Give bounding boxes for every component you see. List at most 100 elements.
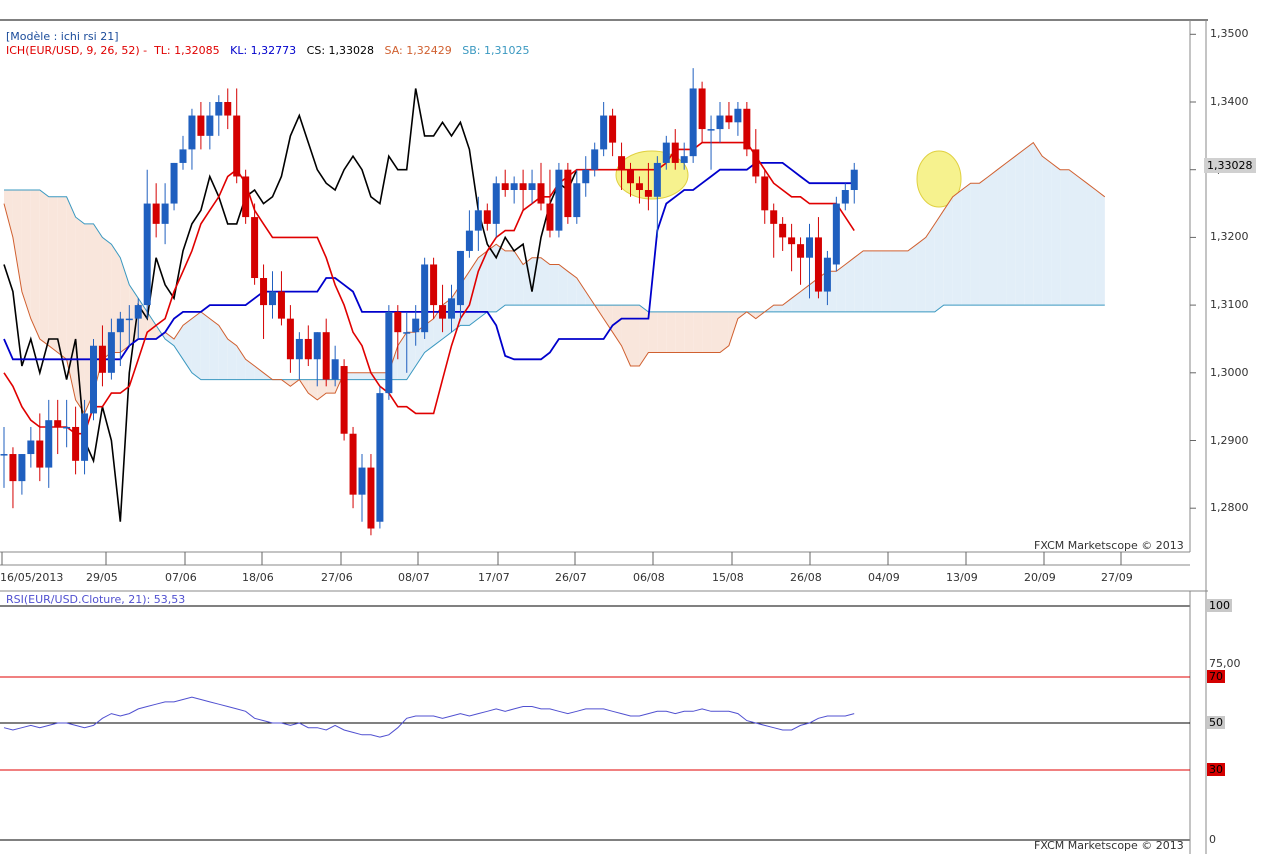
candle-body bbox=[0, 454, 8, 456]
cloud-segment bbox=[693, 311, 703, 353]
candle-body bbox=[797, 244, 805, 258]
cloud-segment bbox=[218, 325, 228, 380]
rsi-y-tick-label: 70 bbox=[1207, 670, 1225, 683]
cloud-segment bbox=[943, 196, 953, 306]
candle-body bbox=[304, 338, 312, 360]
ichimoku-cloud bbox=[4, 142, 1105, 414]
rsi-y-tick-label: 75,00 bbox=[1209, 657, 1241, 670]
candle-body bbox=[483, 210, 491, 224]
cloud-segment bbox=[934, 210, 944, 312]
candle-body bbox=[9, 454, 17, 482]
highlight-circle bbox=[615, 150, 689, 200]
candle-body bbox=[519, 183, 527, 191]
candle-body bbox=[152, 203, 160, 224]
candle-body bbox=[295, 338, 303, 360]
x-tick-label: 17/07 bbox=[478, 571, 510, 584]
candle-body bbox=[644, 190, 652, 197]
candle-body bbox=[260, 278, 268, 306]
candle-body bbox=[376, 393, 384, 522]
cloud-segment bbox=[961, 183, 971, 306]
cloud-segment bbox=[469, 257, 479, 326]
x-tick-label: 08/07 bbox=[398, 571, 430, 584]
y-tick-label: 1,3500 bbox=[1210, 27, 1249, 41]
cloud-segment bbox=[12, 190, 22, 292]
candle-body bbox=[474, 210, 482, 231]
candle-body bbox=[107, 332, 115, 373]
x-tick-label: 07/06 bbox=[165, 571, 197, 584]
candle-body bbox=[510, 183, 518, 191]
candle-body bbox=[707, 129, 715, 131]
cloud-segment bbox=[227, 338, 237, 380]
rsi-line bbox=[3, 696, 855, 738]
cloud-segment bbox=[970, 183, 980, 306]
cloud-segment bbox=[567, 271, 577, 306]
sb-value: SB: 1,31025 bbox=[462, 44, 530, 57]
cloud-segment bbox=[854, 250, 864, 312]
candle-body bbox=[456, 250, 464, 306]
cloud-segment bbox=[505, 250, 515, 306]
cloud-segment bbox=[406, 332, 416, 380]
sa-value: SA: 1,32429 bbox=[384, 44, 452, 57]
candle-body bbox=[671, 142, 679, 163]
highlight-circles bbox=[615, 150, 962, 208]
candle-body bbox=[788, 237, 796, 245]
cloud-segment bbox=[523, 257, 533, 306]
cloud-segment bbox=[30, 190, 40, 339]
cloud-segment bbox=[415, 325, 425, 367]
y-tick-label: 1,2800 bbox=[1210, 501, 1249, 515]
candle-body bbox=[242, 176, 250, 218]
candle-body bbox=[653, 162, 661, 197]
y-tick-label: 1,3400 bbox=[1210, 95, 1249, 108]
cloud-segment bbox=[39, 190, 49, 346]
cloud-segment bbox=[487, 244, 497, 312]
cloud-segment bbox=[621, 305, 631, 367]
cloud-segment bbox=[532, 257, 541, 306]
cloud-segment bbox=[353, 372, 362, 380]
rsi-footer: FXCM Marketscope © 2013 bbox=[1034, 839, 1184, 852]
cloud-segment bbox=[1024, 142, 1034, 306]
x-tick-label: 13/09 bbox=[946, 571, 978, 584]
cloud-segment bbox=[21, 190, 31, 319]
current-price-badge: 1,33028 bbox=[1204, 158, 1256, 173]
candle-body bbox=[492, 183, 500, 224]
candle-body bbox=[439, 305, 447, 319]
cloud-segment bbox=[326, 379, 336, 394]
candle-body bbox=[45, 420, 53, 468]
cloud-segment bbox=[308, 379, 318, 400]
candle-body bbox=[430, 264, 438, 306]
candle-body bbox=[170, 162, 178, 204]
cloud-segment bbox=[4, 190, 13, 238]
cloud-segment bbox=[174, 325, 183, 360]
x-tick-label: 26/07 bbox=[555, 571, 587, 584]
cloud-segment bbox=[836, 264, 846, 312]
candle-body bbox=[269, 291, 276, 306]
cloud-segment bbox=[317, 379, 327, 400]
cloud-segment bbox=[191, 311, 201, 380]
cloud-segment bbox=[200, 311, 210, 380]
candle-body bbox=[98, 345, 106, 373]
cloud-segment bbox=[711, 311, 720, 353]
cloud-segment bbox=[675, 311, 685, 353]
ich-label: ICH(EUR/USD, 9, 26, 52) - bbox=[6, 44, 148, 57]
rsi-y-tick-label: 50 bbox=[1207, 716, 1225, 729]
x-tick-label: 06/08 bbox=[633, 571, 665, 584]
candle-body bbox=[277, 291, 285, 319]
cloud-segment bbox=[881, 250, 891, 312]
x-tick-label: 27/09 bbox=[1101, 571, 1133, 584]
rsi-y-tick-label: 0 bbox=[1209, 833, 1216, 846]
candle-body bbox=[806, 237, 813, 258]
candle-body bbox=[591, 149, 599, 170]
candle-body bbox=[528, 183, 536, 191]
candle-body bbox=[36, 440, 44, 468]
x-tick-label: 16/05/2013 bbox=[0, 571, 64, 584]
cloud-segment bbox=[1006, 156, 1016, 306]
cloud-segment bbox=[916, 237, 926, 312]
candle-body bbox=[814, 237, 822, 292]
cloud-segment bbox=[925, 223, 935, 312]
candle-body bbox=[627, 169, 634, 184]
candle-body bbox=[698, 88, 706, 130]
x-tick-label: 29/05 bbox=[86, 571, 118, 584]
main-footer: FXCM Marketscope © 2013 bbox=[1034, 539, 1184, 552]
candle-body bbox=[125, 318, 133, 321]
cloud-segment bbox=[997, 162, 1007, 306]
